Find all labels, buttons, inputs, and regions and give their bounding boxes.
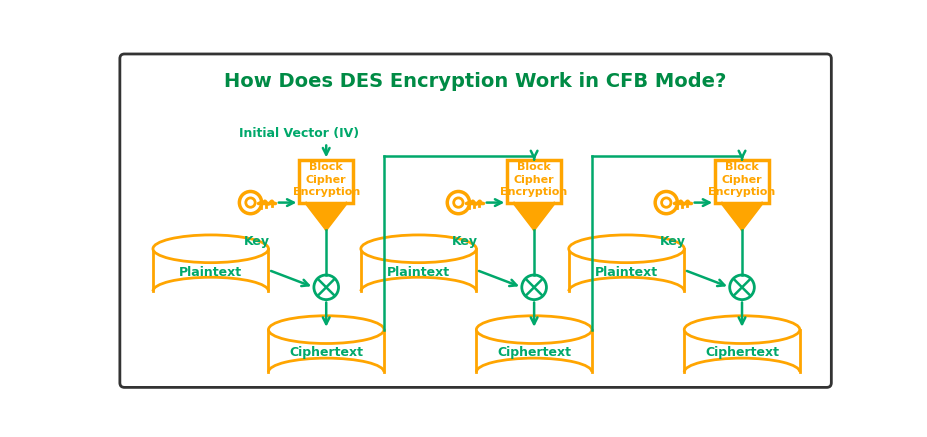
Text: Block
Cipher
Encryption: Block Cipher Encryption	[292, 162, 360, 197]
Text: Key: Key	[451, 235, 477, 248]
Bar	[507, 160, 561, 203]
Text: Plaintext: Plaintext	[179, 266, 242, 278]
Circle shape	[521, 275, 546, 300]
Ellipse shape	[683, 316, 799, 343]
Text: Ciphertext: Ciphertext	[289, 347, 362, 359]
Text: Plaintext: Plaintext	[594, 266, 657, 278]
Text: Block
Cipher
Encryption: Block Cipher Encryption	[707, 162, 775, 197]
Text: Initial Vector (IV): Initial Vector (IV)	[239, 127, 359, 140]
Circle shape	[313, 275, 338, 300]
Text: Key: Key	[659, 235, 685, 248]
Text: Ciphertext: Ciphertext	[497, 347, 570, 359]
Polygon shape	[514, 203, 553, 229]
Bar	[298, 160, 353, 203]
Text: Block
Cipher
Encryption: Block Cipher Encryption	[500, 162, 567, 197]
FancyBboxPatch shape	[120, 54, 831, 387]
Ellipse shape	[153, 235, 268, 263]
Circle shape	[729, 275, 754, 300]
Text: How Does DES Encryption Work in CFB Mode?: How Does DES Encryption Work in CFB Mode…	[224, 72, 726, 91]
Text: Ciphertext: Ciphertext	[705, 347, 778, 359]
Polygon shape	[306, 203, 346, 229]
Ellipse shape	[568, 235, 683, 263]
Bar	[715, 160, 768, 203]
Ellipse shape	[476, 316, 591, 343]
Text: Plaintext: Plaintext	[387, 266, 450, 278]
Text: Key: Key	[244, 235, 270, 248]
Ellipse shape	[361, 235, 476, 263]
Ellipse shape	[268, 316, 384, 343]
Polygon shape	[721, 203, 761, 229]
